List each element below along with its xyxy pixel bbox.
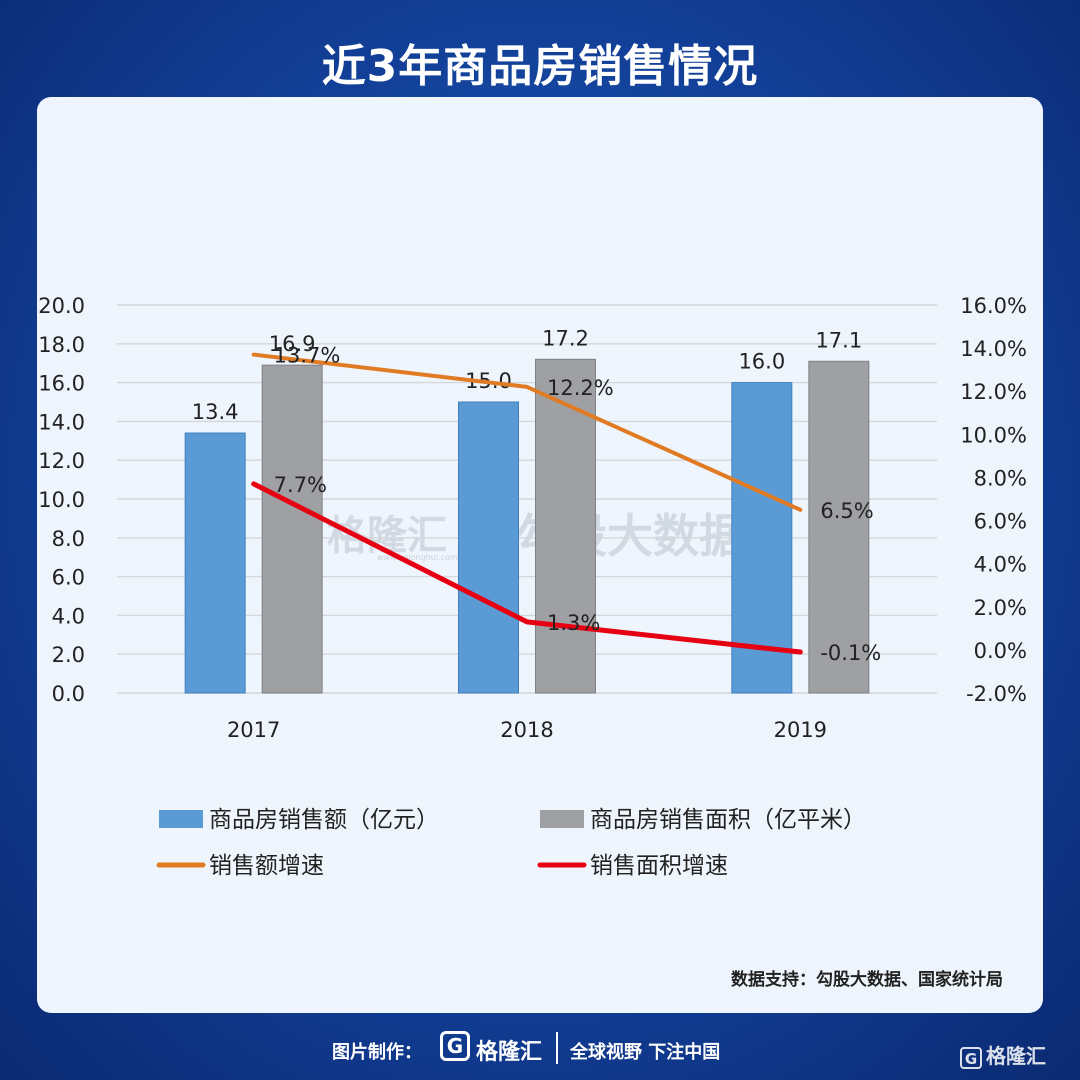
bar	[535, 358, 596, 694]
x-tick-label: 2018	[500, 718, 553, 742]
bar-data-label: 17.1	[815, 328, 862, 352]
y-right-tick-label: 16.0%	[960, 294, 1027, 318]
y-right-tick-label: 4.0%	[974, 553, 1027, 577]
y-left-tick-label: 12.0	[38, 449, 85, 473]
y-right-tick-label: 14.0%	[960, 337, 1027, 361]
bar	[458, 401, 519, 694]
bar	[261, 364, 323, 694]
corner-logo: G 格隆汇	[960, 1040, 1046, 1069]
y-right-tick-label: 6.0%	[974, 510, 1027, 534]
y-left-tick-label: 18.0	[38, 333, 85, 357]
bar	[808, 360, 870, 694]
y-right-tick-label: 12.0%	[960, 380, 1027, 404]
data-source: 数据支持：勾股大数据、国家统计局	[731, 970, 1003, 990]
legend-label: 商品房销售额（亿元）	[209, 807, 439, 833]
bar	[184, 432, 246, 694]
bar-data-label: 17.2	[542, 326, 589, 350]
chart-card: 格隆汇 www.gelonghui.com 勾股大数据 0.0 2.0 4.0 6.0 8.0…	[37, 97, 1043, 1013]
y-right-tick-label: 0.0%	[974, 639, 1027, 663]
line-data-label: 13.7%	[274, 344, 341, 368]
footer-slogan: 全球视野 下注中国	[570, 1042, 721, 1063]
made-by-label: 图片制作：	[332, 1042, 422, 1063]
line-data-label: 6.5%	[820, 499, 873, 523]
corner-logo-text: 格隆汇	[986, 1044, 1046, 1068]
watermark-url: www.gelonghui.com	[377, 553, 458, 562]
y-left-tick-label: 20.0	[38, 294, 85, 318]
line-data-label: 1.3%	[547, 611, 600, 635]
corner-logo-icon: G	[960, 1046, 982, 1069]
y-left-tick-label: 2.0	[52, 643, 85, 667]
bar-data-label: 16.0	[738, 350, 785, 374]
bar-data-label: 16.9	[269, 332, 316, 356]
y-right-tick-label: -2.0%	[966, 682, 1027, 706]
y-left-tick-label: 10.0	[38, 488, 85, 512]
footer-divider	[556, 1032, 558, 1064]
footer: 图片制作： G 格隆汇 全球视野 下注中国	[0, 1026, 1080, 1072]
legend-swatch	[540, 810, 584, 828]
legend-label: 销售额增速	[209, 853, 324, 879]
line-data-label: -0.1%	[820, 641, 881, 665]
line-data-label: 12.2%	[547, 376, 614, 400]
series-line	[251, 481, 803, 655]
y-left-tick-label: 6.0	[52, 566, 85, 590]
legend-label: 销售面积增速	[590, 853, 728, 879]
y-left-tick-label: 0.0	[52, 682, 85, 706]
y-left-tick-label: 16.0	[38, 372, 85, 396]
legend-swatch	[159, 810, 203, 828]
bar-data-label: 13.4	[192, 400, 239, 424]
x-tick-label: 2017	[227, 718, 280, 742]
x-tick-label: 2019	[774, 718, 827, 742]
y-right-tick-label: 8.0%	[974, 466, 1027, 490]
bar	[731, 382, 793, 694]
y-right-tick-label: 2.0%	[974, 596, 1027, 620]
y-left-tick-label: 8.0	[52, 527, 85, 551]
y-left-tick-label: 14.0	[38, 410, 85, 434]
brand-logo-icon: G	[440, 1031, 470, 1061]
line-data-label: 7.7%	[274, 473, 327, 497]
y-right-tick-label: 10.0%	[960, 423, 1027, 447]
brand-logo-text: 格隆汇	[476, 1040, 543, 1065]
legend-label: 商品房销售面积（亿平米）	[590, 807, 866, 833]
series-line	[251, 352, 803, 512]
y-left-tick-label: 4.0	[52, 604, 85, 628]
page-title: 近3年商品房销售情况	[321, 41, 759, 92]
